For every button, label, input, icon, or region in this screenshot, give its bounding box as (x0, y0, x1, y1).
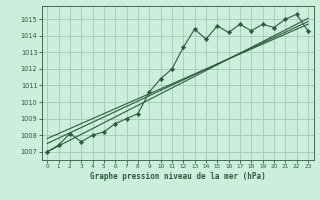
X-axis label: Graphe pression niveau de la mer (hPa): Graphe pression niveau de la mer (hPa) (90, 172, 266, 181)
